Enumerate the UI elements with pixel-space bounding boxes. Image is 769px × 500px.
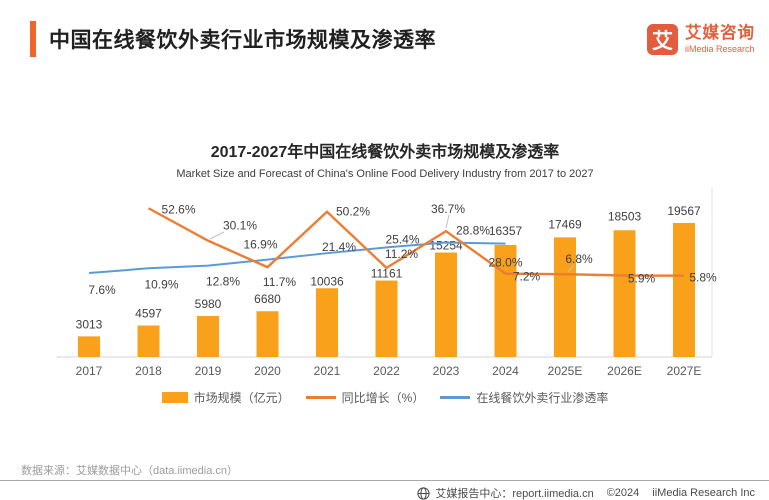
growth-label: 5.9% bbox=[628, 272, 656, 286]
footer-report-center: 艾媒报告中心：report.iimedia.cn bbox=[417, 485, 594, 500]
bar-value-label: 18503 bbox=[608, 209, 642, 223]
label-leader-line bbox=[445, 214, 450, 229]
bar-value-label: 4597 bbox=[135, 307, 162, 321]
header: 中国在线餐饮外卖行业市场规模及渗透率 bbox=[30, 21, 436, 57]
chart-title: 2017-2027年中国在线餐饮外卖市场规模及渗透率 bbox=[210, 144, 560, 161]
brand-text: 艾媒咨询 iiMedia Research bbox=[685, 25, 755, 54]
brand-name-cn: 艾媒咨询 bbox=[685, 24, 755, 43]
growth-label: 7.2% bbox=[513, 270, 541, 284]
penetration-label: 10.9% bbox=[144, 277, 178, 291]
iimedia-logo-icon: 艾 bbox=[647, 24, 678, 55]
bar-2021 bbox=[316, 288, 338, 357]
penetration-label: 12.8% bbox=[206, 275, 240, 289]
penetration-rate-line bbox=[88, 241, 506, 275]
footer-company: iiMedia Research Inc bbox=[652, 487, 755, 499]
bar-value-label: 5980 bbox=[195, 297, 222, 311]
penetration-label: 16.9% bbox=[243, 238, 277, 252]
x-axis-label: 2018 bbox=[135, 364, 162, 378]
bar-2027E bbox=[673, 222, 695, 357]
growth-label: 5.8% bbox=[689, 271, 717, 285]
legend-bar-swatch bbox=[161, 392, 188, 403]
label-leader-line bbox=[567, 264, 575, 273]
bar-value-label: 17469 bbox=[548, 217, 582, 231]
bar-value-label: 6680 bbox=[254, 292, 281, 306]
brand-logo: 艾 艾媒咨询 iiMedia Research bbox=[647, 24, 755, 55]
bar-2019 bbox=[197, 316, 219, 357]
growth-label: 6.8% bbox=[565, 252, 593, 266]
footer-copyright: ©2024 bbox=[606, 487, 640, 499]
chart-subtitle: Market Size and Forecast of China's Onli… bbox=[176, 168, 594, 180]
brand-name-en: iiMedia Research bbox=[685, 43, 755, 54]
x-axis-label: 2017 bbox=[76, 364, 103, 378]
x-axis-label: 2022 bbox=[373, 364, 400, 378]
bar-2018 bbox=[137, 325, 160, 357]
page-title: 中国在线餐饮外卖行业市场规模及渗透率 bbox=[49, 29, 436, 52]
x-axis-label: 2025E bbox=[548, 364, 583, 378]
bar-2020 bbox=[256, 311, 279, 357]
bar-2025E bbox=[554, 237, 576, 357]
x-axis-label: 2024 bbox=[492, 364, 519, 378]
legend-growth-line-swatch bbox=[305, 396, 336, 399]
chart-legend: 市场规模（亿元） 同比增长（%） 在线餐饮外卖行业渗透率 bbox=[57, 389, 713, 406]
bar-value-label: 3013 bbox=[76, 317, 103, 331]
growth-label: 36.7% bbox=[431, 202, 465, 216]
x-axis-label: 2027E bbox=[667, 364, 702, 378]
legend-item-growth: 同比增长（%） bbox=[305, 389, 425, 406]
growth-label: 11.2% bbox=[385, 247, 418, 261]
penetration-label: 21.4% bbox=[322, 240, 356, 254]
legend-penetration-line-swatch bbox=[440, 396, 471, 399]
x-axis-label: 2026E bbox=[607, 364, 642, 378]
title-accent-bar bbox=[30, 21, 36, 57]
bar-value-label: 11161 bbox=[371, 267, 403, 281]
growth-label: 52.6% bbox=[161, 202, 195, 216]
footer: 艾媒报告中心：report.iimedia.cn ©2024 iiMedia R… bbox=[417, 485, 755, 500]
growth-label: 50.2% bbox=[336, 205, 370, 219]
bar-2017 bbox=[78, 336, 100, 357]
bar-value-label: 10036 bbox=[310, 274, 344, 288]
bar-2023 bbox=[435, 252, 457, 357]
chart-title-block: 2017-2027年中国在线餐饮外卖市场规模及渗透率 Market Size a… bbox=[57, 138, 713, 180]
penetration-label: 25.4% bbox=[385, 232, 419, 246]
penetration-label: 28.0% bbox=[488, 256, 522, 270]
footer-report-center-text: 艾媒报告中心：report.iimedia.cn bbox=[435, 488, 594, 500]
growth-label: 11.7% bbox=[263, 275, 296, 289]
legend-label-penetration: 在线餐饮外卖行业渗透率 bbox=[476, 391, 609, 405]
bar-value-label: 16357 bbox=[489, 224, 523, 238]
penetration-label: 7.6% bbox=[88, 283, 116, 297]
data-source-note: 数据来源：艾媒数据中心（data.iimedia.cn） bbox=[21, 465, 238, 477]
bar-2022 bbox=[375, 280, 398, 357]
legend-item-penetration: 在线餐饮外卖行业渗透率 bbox=[440, 389, 608, 406]
globe-icon bbox=[417, 486, 430, 500]
x-axis-label: 2021 bbox=[314, 364, 341, 378]
penetration-label: 28.8% bbox=[456, 224, 490, 238]
label-leader-line bbox=[209, 231, 225, 240]
bar-2026E bbox=[613, 230, 636, 357]
growth-label: 30.1% bbox=[223, 219, 257, 233]
x-axis-label: 2020 bbox=[254, 364, 281, 378]
legend-item-market-size: 市场规模（亿元） bbox=[161, 389, 290, 406]
legend-label-growth: 同比增长（%） bbox=[341, 391, 425, 405]
legend-label-market-size: 市场规模（亿元） bbox=[193, 391, 290, 405]
footer-divider bbox=[0, 480, 769, 481]
x-axis-label: 2023 bbox=[433, 364, 460, 378]
bar-value-label: 19567 bbox=[667, 204, 701, 218]
x-axis-label: 2019 bbox=[195, 364, 222, 378]
yoy-growth-line bbox=[147, 207, 685, 277]
